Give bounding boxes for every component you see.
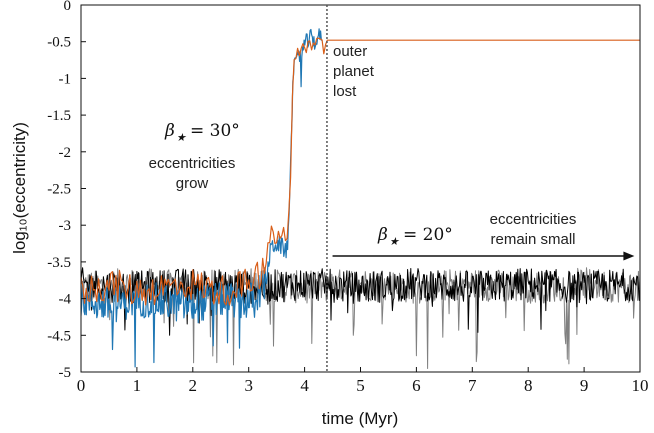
svg-text:★: ★ bbox=[176, 131, 187, 144]
x-tick-label: 6 bbox=[412, 376, 421, 395]
x-tick-label: 3 bbox=[244, 376, 253, 395]
y-tick-label: -0.5 bbox=[47, 35, 71, 51]
series-line-beta30_outer bbox=[81, 37, 640, 306]
svg-text:★: ★ bbox=[389, 235, 400, 248]
x-axis-label: time (Myr) bbox=[322, 409, 398, 428]
annotation-grow-line1: eccentricities bbox=[149, 155, 236, 172]
y-tick-label: -3.5 bbox=[47, 255, 71, 271]
x-tick-label: 9 bbox=[580, 376, 589, 395]
x-tick-label: 8 bbox=[524, 376, 533, 395]
annotation-grow-line2: grow bbox=[176, 175, 209, 192]
x-tick-label: 10 bbox=[632, 376, 649, 395]
y-tick-label: -4 bbox=[59, 292, 72, 308]
annotation-small-line1: eccentricities bbox=[490, 211, 577, 228]
x-tick-label: 7 bbox=[468, 376, 477, 395]
time-arrow bbox=[332, 251, 635, 261]
series-line-beta30_inner bbox=[81, 28, 322, 368]
beta30-value: = 30° bbox=[190, 121, 240, 141]
y-tick-label: -4.5 bbox=[47, 328, 71, 344]
annotation-small-line2: remain small bbox=[490, 231, 575, 248]
y-tick-label: -1 bbox=[59, 71, 72, 87]
y-tick-label: -2 bbox=[59, 145, 72, 161]
svg-text:β: β bbox=[377, 225, 388, 245]
beta20-value: = 20° bbox=[403, 225, 453, 245]
beta30-label: β ★ = 30° bbox=[164, 121, 240, 144]
svg-text:β: β bbox=[164, 121, 175, 141]
y-tick-label: 0 bbox=[64, 0, 72, 14]
y-axis-label: log₁₀(eccentricity) bbox=[10, 122, 29, 254]
annotation-outer: outer bbox=[333, 43, 367, 60]
y-tick-label: -2.5 bbox=[47, 182, 71, 198]
x-tick-label: 2 bbox=[189, 376, 198, 395]
annotation-planet: planet bbox=[333, 63, 375, 80]
plot-frame bbox=[80, 4, 641, 373]
series-line-beta20_a bbox=[81, 267, 640, 336]
x-tick-label: 1 bbox=[133, 376, 142, 395]
annotation-lost: lost bbox=[333, 83, 357, 100]
beta20-label: β ★ = 20° bbox=[377, 225, 453, 248]
x-tick-label: 4 bbox=[300, 376, 309, 395]
y-tick-label: -1.5 bbox=[47, 108, 71, 124]
y-tick-label: -3 bbox=[59, 218, 72, 234]
x-tick-label: 0 bbox=[77, 376, 86, 395]
y-tick-label: -5 bbox=[59, 365, 72, 381]
x-tick-label: 5 bbox=[356, 376, 365, 395]
